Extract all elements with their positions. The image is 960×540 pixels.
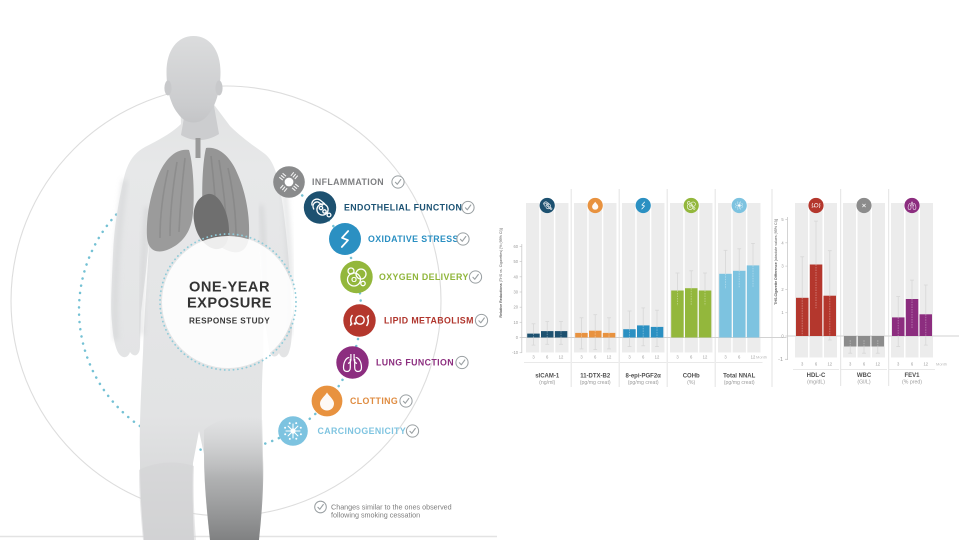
svg-text:1: 1 bbox=[781, 310, 784, 315]
svg-text:12: 12 bbox=[875, 362, 880, 367]
svg-text:Month: Month bbox=[936, 362, 947, 367]
svg-text:3: 3 bbox=[781, 264, 784, 269]
svg-text:(% pred): (% pred) bbox=[902, 380, 922, 386]
svg-text:Changes similar to the ones ob: Changes similar to the ones observed bbox=[331, 503, 452, 512]
svg-text:RESPONSE STUDY: RESPONSE STUDY bbox=[189, 317, 270, 326]
svg-text:INFLAMMATION: INFLAMMATION bbox=[312, 177, 384, 187]
svg-text:12: 12 bbox=[655, 355, 660, 360]
svg-text:5: 5 bbox=[781, 217, 784, 222]
svg-text:10: 10 bbox=[513, 320, 518, 325]
svg-text:50: 50 bbox=[513, 259, 518, 264]
svg-text:12: 12 bbox=[751, 355, 756, 360]
svg-text:HDL-C: HDL-C bbox=[807, 373, 826, 379]
svg-text:COHb: COHb bbox=[683, 374, 700, 380]
svg-text:12: 12 bbox=[923, 362, 928, 367]
svg-text:2: 2 bbox=[781, 287, 784, 292]
svg-text:WBC: WBC bbox=[857, 373, 872, 379]
svg-text:12: 12 bbox=[559, 355, 564, 360]
svg-text:FEV1: FEV1 bbox=[904, 373, 920, 379]
svg-text:CLOTTING: CLOTTING bbox=[350, 396, 398, 406]
svg-text:THS-Cigarette Difference [abso: THS-Cigarette Difference [absolute value… bbox=[774, 219, 778, 305]
svg-text:60: 60 bbox=[513, 244, 518, 249]
svg-text:6: 6 bbox=[642, 355, 645, 360]
svg-text:(pg/mg creat): (pg/mg creat) bbox=[628, 380, 659, 386]
svg-text:following smoking cessation: following smoking cessation bbox=[331, 511, 420, 520]
svg-text:8-epi-PGF2α: 8-epi-PGF2α bbox=[626, 374, 662, 380]
svg-text:3: 3 bbox=[724, 355, 727, 360]
svg-text:Month: Month bbox=[756, 355, 767, 360]
svg-text:sICAM-1: sICAM-1 bbox=[535, 374, 560, 380]
svg-text:6: 6 bbox=[690, 355, 693, 360]
svg-text:40: 40 bbox=[513, 274, 518, 279]
svg-text:11-DTX-B2: 11-DTX-B2 bbox=[580, 374, 611, 380]
svg-text:12: 12 bbox=[607, 355, 612, 360]
svg-text:-10: -10 bbox=[512, 350, 519, 355]
svg-text:O: O bbox=[351, 275, 357, 284]
svg-text:O: O bbox=[689, 205, 692, 209]
svg-text:(GI/L): (GI/L) bbox=[857, 380, 871, 386]
svg-text:30: 30 bbox=[513, 290, 518, 295]
svg-text:6: 6 bbox=[911, 362, 914, 367]
svg-text:6: 6 bbox=[863, 362, 866, 367]
svg-text:LIPID METABOLISM: LIPID METABOLISM bbox=[384, 316, 474, 326]
svg-text:4: 4 bbox=[781, 240, 784, 245]
svg-text:12: 12 bbox=[703, 355, 708, 360]
svg-text:3: 3 bbox=[897, 362, 900, 367]
svg-text:3: 3 bbox=[676, 355, 679, 360]
svg-text:-1: -1 bbox=[778, 357, 783, 363]
svg-text:3: 3 bbox=[628, 355, 631, 360]
svg-text:6: 6 bbox=[594, 355, 597, 360]
svg-text:EXPOSURE: EXPOSURE bbox=[187, 296, 272, 312]
svg-text:(mg/dL): (mg/dL) bbox=[807, 380, 825, 386]
svg-text:6: 6 bbox=[815, 362, 818, 367]
svg-text:3: 3 bbox=[580, 355, 583, 360]
svg-text:ENDOTHELIAL FUNCTION: ENDOTHELIAL FUNCTION bbox=[344, 203, 462, 213]
svg-text:(%): (%) bbox=[687, 380, 695, 386]
svg-text:CARCINOGENICITY: CARCINOGENICITY bbox=[318, 426, 407, 436]
svg-text:ONE-YEAR: ONE-YEAR bbox=[189, 280, 270, 296]
svg-text:20: 20 bbox=[513, 305, 518, 310]
svg-text:3: 3 bbox=[849, 362, 852, 367]
svg-text:(ng/ml): (ng/ml) bbox=[539, 380, 555, 386]
svg-text:OXYGEN DELIVERY: OXYGEN DELIVERY bbox=[379, 272, 469, 282]
svg-text:12: 12 bbox=[827, 362, 832, 367]
svg-text:6: 6 bbox=[546, 355, 549, 360]
svg-text:0: 0 bbox=[781, 334, 784, 339]
svg-text:(pg/mg creat): (pg/mg creat) bbox=[580, 380, 611, 386]
svg-text:3: 3 bbox=[532, 355, 535, 360]
svg-text:OXIDATIVE STRESS: OXIDATIVE STRESS bbox=[368, 234, 459, 244]
svg-text:Total NNAL: Total NNAL bbox=[723, 374, 756, 380]
svg-text:3: 3 bbox=[801, 362, 804, 367]
svg-text:LUNG FUNCTION: LUNG FUNCTION bbox=[376, 358, 454, 368]
svg-text:6: 6 bbox=[738, 355, 741, 360]
svg-text:0: 0 bbox=[516, 335, 519, 340]
svg-text:(pg/mg creat): (pg/mg creat) bbox=[724, 380, 755, 386]
svg-text:Relative Reductions (THS vs. C: Relative Reductions (THS vs. Cigarettes)… bbox=[499, 228, 503, 317]
